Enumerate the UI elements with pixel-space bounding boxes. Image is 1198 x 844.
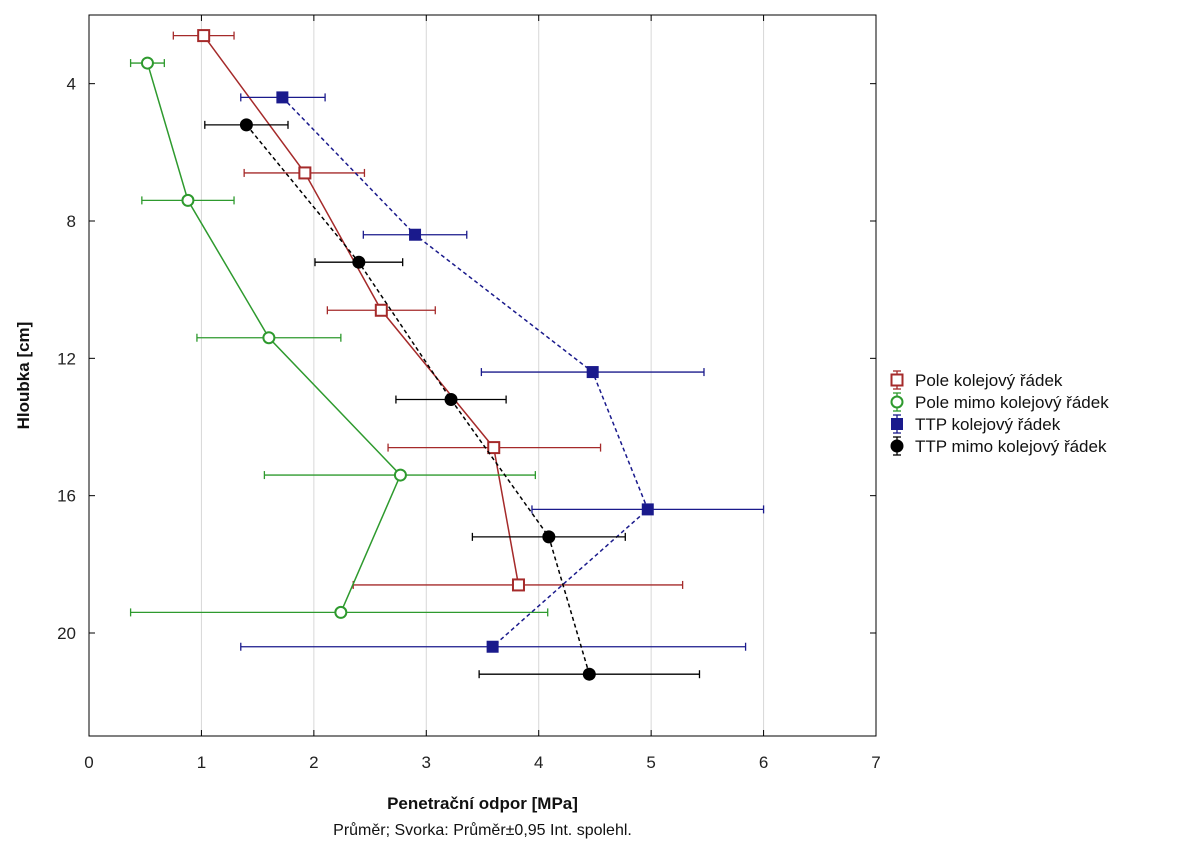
legend: Pole kolejový řádek Pole mimo kolejový řá… bbox=[890, 370, 1109, 456]
series-2 bbox=[129, 56, 549, 619]
data-point bbox=[890, 373, 904, 387]
y-tick-label: 4 bbox=[67, 75, 76, 94]
legend-label: Pole kolejový řádek bbox=[915, 371, 1063, 390]
x-tick-label: 1 bbox=[197, 753, 206, 772]
data-point bbox=[890, 395, 904, 409]
data-point bbox=[542, 530, 556, 544]
data-point bbox=[239, 118, 253, 132]
x-axis-title: Penetrační odpor [MPa] bbox=[387, 794, 578, 813]
data-point bbox=[298, 166, 312, 180]
data-point bbox=[641, 503, 654, 516]
x-tick-label: 7 bbox=[871, 753, 880, 772]
data-point bbox=[393, 468, 407, 482]
data-point bbox=[140, 56, 154, 70]
data-point bbox=[487, 441, 501, 455]
y-tick-label: 12 bbox=[57, 349, 76, 368]
data-point bbox=[444, 393, 458, 407]
legend-item: Pole kolejový řádek bbox=[890, 370, 1063, 390]
data-point bbox=[486, 640, 499, 653]
legend-item: TTP mimo kolejový řádek bbox=[890, 436, 1107, 456]
series-3 bbox=[240, 91, 765, 653]
data-point bbox=[262, 331, 276, 345]
data-point bbox=[409, 228, 422, 241]
legend-label: TTP kolejový řádek bbox=[915, 415, 1061, 434]
series-1 bbox=[172, 29, 684, 592]
data-point bbox=[181, 193, 195, 207]
x-tick-label: 4 bbox=[534, 753, 543, 772]
data-point bbox=[890, 439, 904, 453]
y-axis: 4 8 12 16 20 bbox=[57, 75, 876, 643]
plot-frame bbox=[88, 14, 877, 737]
x-axis: 0 1 2 3 4 5 6 7 bbox=[84, 15, 881, 772]
data-point bbox=[352, 255, 366, 269]
series-layer bbox=[129, 29, 765, 681]
chart-note: Průměr; Svorka: Průměr±0,95 Int. spolehl… bbox=[333, 821, 632, 839]
data-point bbox=[586, 366, 599, 379]
x-tick-label: 0 bbox=[84, 753, 93, 772]
data-point bbox=[511, 578, 525, 592]
grid-lines bbox=[200, 15, 765, 736]
data-point bbox=[582, 667, 596, 681]
data-point bbox=[276, 91, 289, 104]
y-axis-title: Hloubka [cm] bbox=[14, 322, 33, 430]
legend-item: TTP kolejový řádek bbox=[891, 414, 1061, 434]
y-tick-label: 20 bbox=[57, 624, 76, 643]
x-tick-label: 3 bbox=[422, 753, 431, 772]
x-tick-label: 5 bbox=[646, 753, 655, 772]
data-point bbox=[197, 29, 211, 43]
data-point bbox=[374, 303, 388, 317]
data-point bbox=[891, 418, 903, 430]
y-tick-label: 8 bbox=[67, 212, 76, 231]
legend-item: Pole mimo kolejový řádek bbox=[890, 392, 1109, 412]
legend-label: TTP mimo kolejový řádek bbox=[915, 437, 1107, 456]
y-tick-label: 16 bbox=[57, 487, 76, 506]
x-tick-label: 6 bbox=[759, 753, 768, 772]
data-point bbox=[334, 605, 348, 619]
legend-label: Pole mimo kolejový řádek bbox=[915, 393, 1109, 412]
series-4 bbox=[204, 118, 701, 681]
x-tick-label: 2 bbox=[309, 753, 318, 772]
